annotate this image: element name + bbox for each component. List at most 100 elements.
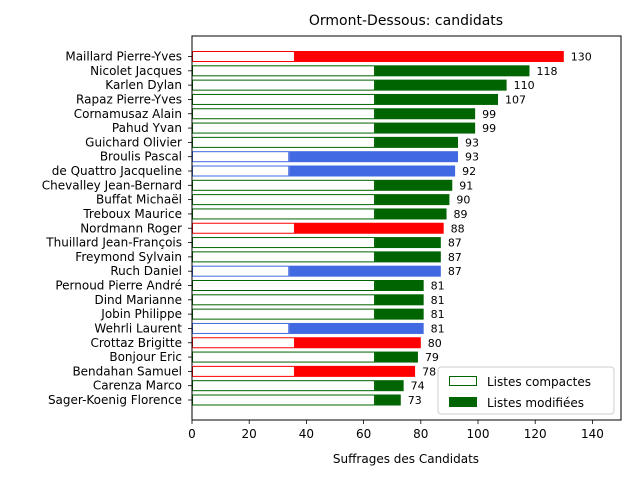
bar-compact (192, 308, 376, 320)
bar-compact (192, 136, 376, 148)
total-label: 79 (425, 351, 439, 364)
bar-modified (294, 365, 416, 377)
category-label: Treboux Maurice (82, 207, 182, 221)
bar-modified (294, 51, 564, 62)
total-label: 91 (459, 179, 473, 192)
chart-title: Ormont-Dessous: candidats (309, 13, 503, 29)
category-label: Nordmann Roger (80, 221, 182, 235)
bar-modified (289, 165, 456, 177)
total-label: 99 (482, 122, 496, 135)
x-tick-label: 20 (242, 427, 257, 441)
bar-compact (192, 208, 376, 220)
bar-compact (192, 294, 376, 306)
bar-modified (289, 151, 458, 163)
bar-compact (192, 280, 376, 291)
total-label: 87 (448, 265, 462, 278)
category-label: Rapaz Pierre-Yves (76, 92, 182, 106)
plot-frame (191, 35, 622, 421)
bar-compact (192, 351, 376, 363)
total-label: 92 (462, 165, 476, 178)
labels-layer: Maillard Pierre-Yves 130 Nicolet Jacques 11… (42, 50, 592, 408)
category-label: Maillard Pierre-Yves (65, 50, 182, 64)
bar-compact (192, 380, 376, 392)
bar-modified (375, 308, 424, 320)
category-label: Wehrli Laurent (94, 321, 182, 335)
total-label: 107 (505, 93, 526, 106)
total-label: 87 (448, 251, 462, 264)
total-label: 88 (451, 222, 465, 235)
category-label: Bendahan Samuel (72, 364, 182, 378)
x-axis-label: Suffrages des Candidats (333, 452, 479, 466)
bar-modified (375, 237, 441, 249)
bar-compact (192, 51, 295, 62)
total-label: 87 (448, 237, 462, 250)
total-label: 81 (431, 280, 445, 293)
legend-swatch (449, 376, 477, 386)
bar-modified (375, 136, 458, 148)
bar-compact (192, 222, 295, 234)
category-label: Pernoud Pierre André (55, 279, 182, 293)
bar-compact (192, 251, 376, 263)
total-label: 73 (408, 394, 422, 407)
legend-swatch (449, 397, 477, 407)
x-tick-label: 140 (581, 427, 604, 441)
category-label: Nicolet Jacques (90, 64, 182, 78)
total-label: 89 (454, 208, 468, 221)
bar-compact (192, 79, 376, 91)
bar-modified (294, 222, 444, 234)
total-label: 130 (571, 51, 592, 64)
x-tick-label: 120 (524, 427, 547, 441)
total-label: 93 (465, 151, 479, 164)
bar-compact (192, 337, 295, 349)
category-label: Chevalley Jean-Bernard (42, 178, 182, 192)
category-label: Pahud Yvan (112, 121, 182, 135)
bar-modified (375, 208, 447, 220)
category-label: Buffat Michaël (96, 193, 182, 207)
legend: Listes compactes Listes modifiées (437, 366, 615, 415)
bars-layer (192, 51, 564, 406)
bar-compact (192, 365, 295, 377)
category-label: Freymond Sylvain (75, 250, 182, 264)
total-label: 80 (428, 337, 442, 350)
total-label: 78 (422, 365, 436, 378)
bar-compact (192, 108, 376, 120)
bar-modified (375, 79, 507, 91)
legend-box (437, 366, 615, 415)
bar-compact (192, 322, 290, 334)
x-tick-label: 60 (356, 427, 371, 441)
total-label: 93 (465, 136, 479, 149)
bar-compact (192, 265, 290, 277)
total-label: 110 (514, 79, 535, 92)
bar-compact (192, 122, 376, 134)
category-label: Sager-Koenig Florence (48, 393, 182, 407)
bar-modified (375, 65, 530, 77)
bar-modified (375, 108, 476, 120)
legend-label: Listes modifiées (487, 396, 584, 410)
category-label: Ruch Daniel (110, 264, 182, 278)
category-label: Guichard Olivier (85, 135, 182, 149)
x-tick-label: 0 (188, 427, 196, 441)
bar-modified (375, 251, 441, 263)
bar-modified (375, 380, 404, 392)
bar-modified (375, 294, 424, 306)
bar-modified (375, 394, 401, 406)
category-label: de Quattro Jacqueline (52, 164, 182, 178)
bar-compact (192, 179, 376, 191)
bar-compact (192, 194, 376, 206)
bar-compact (192, 394, 376, 406)
bar-modified (375, 351, 418, 363)
bar-compact (192, 93, 376, 105)
bar-modified (289, 322, 424, 334)
category-label: Thuillard Jean-François (45, 236, 182, 250)
x-tick-label: 80 (413, 427, 428, 441)
bar-modified (375, 93, 499, 105)
bar-modified (289, 265, 441, 277)
bar-compact (192, 151, 290, 163)
bar-modified (375, 194, 450, 206)
x-tick-label: 100 (467, 427, 490, 441)
bar-compact (192, 237, 376, 249)
total-label: 81 (431, 322, 445, 335)
legend-label: Listes compactes (487, 375, 591, 389)
